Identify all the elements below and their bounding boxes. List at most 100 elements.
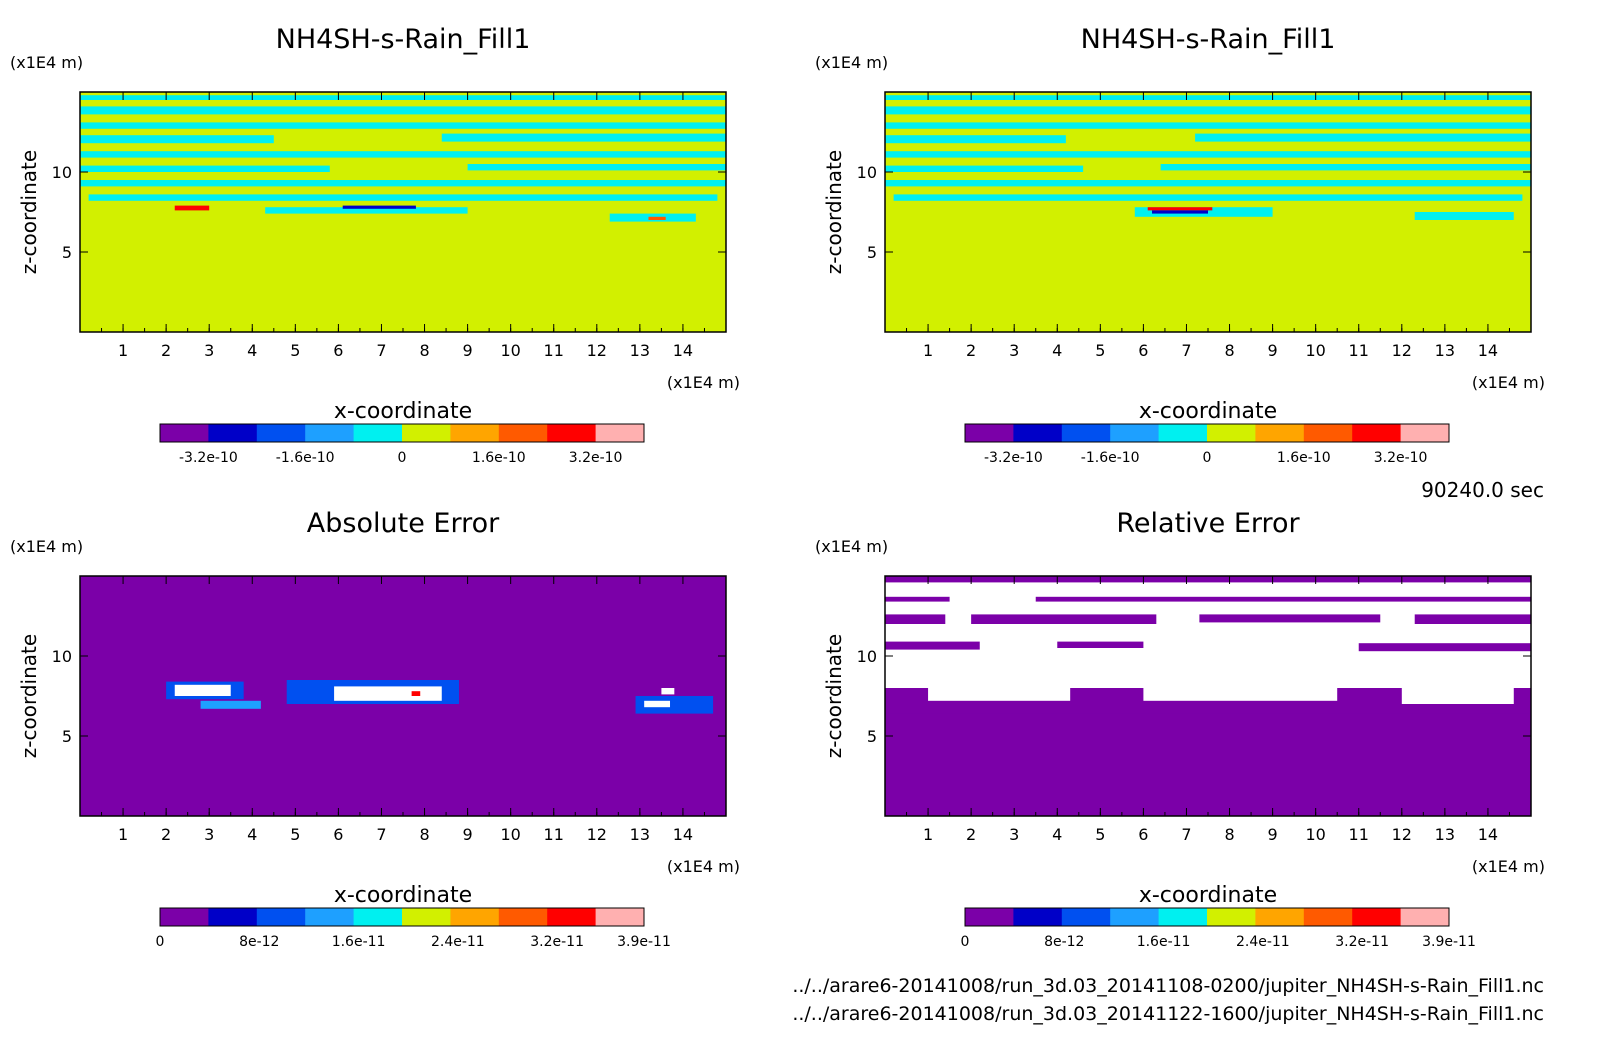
contour-band — [885, 135, 1066, 144]
colorbar-swatch — [402, 424, 451, 442]
contour-band — [971, 614, 1157, 624]
y-tick-label: 10 — [857, 647, 877, 666]
contour-band — [80, 135, 274, 144]
x-tick-label: 12 — [1392, 341, 1412, 360]
x-tick-label: 10 — [500, 825, 520, 844]
x-tick-label: 13 — [630, 825, 650, 844]
colorbar-tick-label: 8e-12 — [239, 934, 279, 950]
colorbar-swatch — [1158, 424, 1208, 442]
colorbar-swatch — [160, 908, 209, 926]
contour-band — [885, 122, 1531, 129]
colorbar-tick-label: 3.2e-10 — [569, 450, 623, 466]
x-tick-label: 7 — [376, 341, 386, 360]
file-path-1: ../../arare6-20141008/run_3d.03_20141108… — [792, 975, 1544, 997]
colorbar-frame — [964, 423, 1450, 443]
contour-band — [265, 207, 468, 214]
contour-band — [1160, 164, 1531, 171]
colorbar-swatch — [1400, 908, 1450, 926]
colorbar-tick-label: 1.6e-10 — [472, 450, 526, 466]
colorbar-swatch — [1400, 424, 1450, 442]
colorbar-swatch — [498, 908, 548, 926]
file-path-2: ../../arare6-20141008/run_3d.03_20141122… — [792, 1003, 1544, 1025]
colorbar-swatch — [208, 424, 258, 442]
contour-band — [885, 165, 1084, 172]
x-tick-label: 10 — [1305, 341, 1325, 360]
colorbar-swatch — [595, 424, 645, 442]
y-unit-label: (x1E4 m) — [815, 53, 888, 72]
x-tick-label: 6 — [333, 825, 343, 844]
y-unit-label: (x1E4 m) — [815, 537, 888, 556]
contour-band — [441, 133, 726, 142]
contour-band — [1152, 210, 1208, 214]
x-tick-label: 7 — [376, 825, 386, 844]
colorbar-tick-label: 8e-12 — [1044, 934, 1084, 950]
colorbar-swatch — [1352, 424, 1402, 442]
colorbar-swatch — [595, 908, 645, 926]
plot-area — [885, 576, 1531, 816]
x-tick-label: 6 — [1138, 825, 1148, 844]
colorbar-swatch — [1303, 908, 1353, 926]
colorbar-tick-label: -1.6e-10 — [1081, 450, 1140, 466]
y-unit-label: (x1E4 m) — [10, 537, 83, 556]
y-axis-label: z-coordinate — [822, 150, 846, 274]
chart-panel-3: Absolute Error (x1E4 m) (x1E4 m) x-coordina… — [10, 508, 740, 950]
x-tick-label: 5 — [290, 341, 300, 360]
contour-band — [1414, 614, 1531, 624]
x-tick-label: 7 — [1181, 825, 1191, 844]
x-tick-label: 14 — [673, 825, 693, 844]
colorbar-tick-label: 0 — [156, 934, 165, 950]
contour-band — [893, 194, 1523, 201]
x-tick-label: 14 — [673, 341, 693, 360]
chart-title: Absolute Error — [307, 508, 500, 539]
contour-band — [1147, 207, 1213, 211]
contour-band — [1358, 643, 1531, 652]
x-tick-label: 5 — [1095, 341, 1105, 360]
contour-band — [80, 95, 726, 100]
contour-band — [885, 712, 1531, 816]
colorbar: 0 8e-12 1.6e-11 2.4e-11 3.2e-11 3.9e-11 — [156, 907, 671, 950]
x-tick-label: 1 — [923, 825, 933, 844]
contour-band — [648, 216, 666, 220]
chart-panel-4: Relative Error (x1E4 m) (x1E4 m) x-coordina… — [815, 508, 1545, 950]
colorbar-swatch — [1061, 908, 1111, 926]
colorbar-tick-label: 0 — [1203, 450, 1212, 466]
x-tick-label: 8 — [419, 341, 429, 360]
x-tick-label: 2 — [966, 825, 976, 844]
time-label: 90240.0 sec — [1421, 478, 1544, 502]
missing-region — [1401, 684, 1514, 704]
colorbar-tick-label: -3.2e-10 — [984, 450, 1043, 466]
chart-panel-2: NH4SH-s-Rain_Fill1 (x1E4 m) (x1E4 m) x-coor… — [815, 24, 1545, 466]
colorbar-swatch — [1207, 424, 1256, 442]
plot-area — [80, 576, 726, 816]
colorbar-swatch — [965, 908, 1014, 926]
x-tick-label: 10 — [500, 341, 520, 360]
colorbar-swatch — [353, 424, 403, 442]
chart-title: NH4SH-s-Rain_Fill1 — [276, 24, 531, 55]
x-tick-label: 2 — [161, 825, 171, 844]
contour-band — [885, 614, 946, 624]
x-unit-label: (x1E4 m) — [1472, 857, 1545, 876]
contour-band — [411, 691, 421, 696]
x-tick-label: 14 — [1478, 341, 1498, 360]
colorbar-tick-label: 3.2e-11 — [530, 934, 584, 950]
x-tick-label: 4 — [247, 825, 257, 844]
chart-title: Relative Error — [1116, 508, 1300, 539]
chart-panel-1: NH4SH-s-Rain_Fill1 (x1E4 m) (x1E4 m) x-coor… — [10, 24, 740, 466]
contour-band — [1035, 596, 1531, 602]
contour-band — [80, 180, 726, 187]
x-unit-label: (x1E4 m) — [667, 857, 740, 876]
colorbar-tick-label: 1.6e-10 — [1277, 450, 1331, 466]
contour-band — [644, 700, 671, 708]
x-tick-label: 3 — [1009, 825, 1019, 844]
x-tick-label: 8 — [1224, 825, 1234, 844]
y-tick-label: 10 — [52, 647, 72, 666]
x-tick-label: 2 — [966, 341, 976, 360]
x-tick-label: 13 — [1435, 341, 1455, 360]
x-tick-label: 9 — [463, 825, 473, 844]
colorbar-swatch — [1255, 424, 1305, 442]
colorbar-swatch — [1061, 424, 1111, 442]
colorbar: 0 8e-12 1.6e-11 2.4e-11 3.2e-11 3.9e-11 — [961, 907, 1476, 950]
contour-band — [80, 122, 726, 129]
y-tick-label: 5 — [62, 243, 72, 262]
colorbar-frame — [964, 907, 1450, 927]
